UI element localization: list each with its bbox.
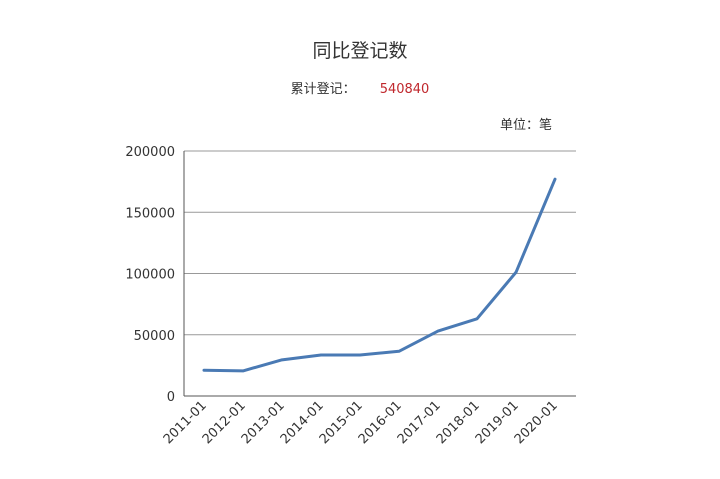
- x-tick-label: 2020-01: [512, 398, 561, 447]
- data-point: [202, 369, 206, 372]
- y-tick-label: 50000: [134, 329, 175, 344]
- y-axis-tick-labels: 0 50000 100000 150000 200000: [125, 145, 175, 405]
- unit-label: 单位：笔: [499, 118, 552, 133]
- y-tick-label: 150000: [125, 206, 175, 221]
- data-point: [514, 271, 518, 274]
- data-point: [358, 353, 362, 357]
- grid-lines: [184, 150, 576, 336]
- data-point: [397, 350, 401, 353]
- total-registrations-label: 累计登记：: [290, 82, 356, 97]
- series-group: [202, 177, 557, 373]
- total-registrations: 累计登记： 540840: [0, 78, 720, 97]
- data-point: [241, 369, 245, 373]
- data-point: [280, 358, 284, 362]
- y-tick-label: 200000: [125, 145, 175, 160]
- data-point: [553, 177, 557, 181]
- y-tick-label: 100000: [125, 268, 175, 283]
- series-line-0: [202, 177, 557, 373]
- x-axis-tick-labels: 2011-012012-012013-012014-012015-012016-…: [161, 398, 561, 447]
- data-point: [319, 353, 323, 357]
- data-point: [475, 317, 479, 321]
- data-point: [436, 329, 440, 333]
- axes: [183, 151, 576, 397]
- y-tick-label: 0: [167, 390, 175, 405]
- total-registrations-value: 540840: [379, 82, 430, 97]
- chart-title: 同比登记数: [312, 40, 408, 62]
